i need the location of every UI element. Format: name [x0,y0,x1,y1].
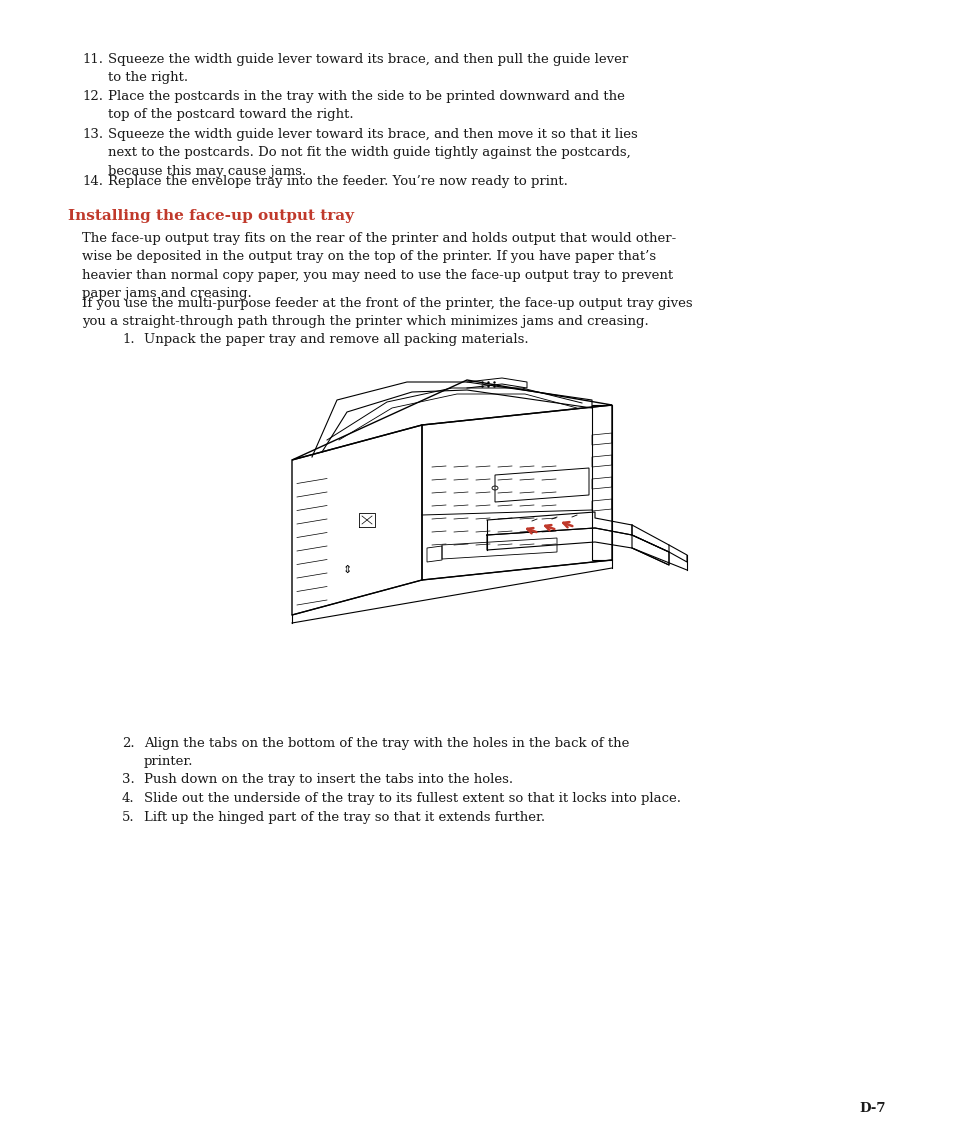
Text: Squeeze the width guide lever toward its brace, and then move it so that it lies: Squeeze the width guide lever toward its… [108,128,638,141]
Text: Align the tabs on the bottom of the tray with the holes in the back of the: Align the tabs on the bottom of the tray… [144,737,629,750]
Text: Lift up the hinged part of the tray so that it extends further.: Lift up the hinged part of the tray so t… [144,811,544,824]
Text: 14.: 14. [82,175,103,188]
Text: 11.: 11. [82,53,103,66]
Text: you a straight-through path through the printer which minimizes jams and creasin: you a straight-through path through the … [82,316,648,329]
Text: Unpack the paper tray and remove all packing materials.: Unpack the paper tray and remove all pac… [144,333,528,346]
Text: 4.: 4. [122,792,134,805]
Text: paper jams and creasing.: paper jams and creasing. [82,287,252,300]
Text: 3.: 3. [122,773,134,785]
Text: D-7: D-7 [859,1101,885,1115]
Text: Push down on the tray to insert the tabs into the holes.: Push down on the tray to insert the tabs… [144,773,513,785]
Text: top of the postcard toward the right.: top of the postcard toward the right. [108,109,354,121]
Text: 5.: 5. [122,811,134,824]
Text: heavier than normal copy paper, you may need to use the face-up output tray to p: heavier than normal copy paper, you may … [82,269,673,282]
Text: ⇕: ⇕ [342,564,352,575]
Text: wise be deposited in the output tray on the top of the printer. If you have pape: wise be deposited in the output tray on … [82,251,656,263]
Text: 2.: 2. [122,737,134,750]
Text: Replace the envelope tray into the feeder. You’re now ready to print.: Replace the envelope tray into the feede… [108,175,567,188]
Text: Squeeze the width guide lever toward its brace, and then pull the guide lever: Squeeze the width guide lever toward its… [108,53,628,66]
Text: 13.: 13. [82,128,103,141]
Text: The face-up output tray fits on the rear of the printer and holds output that wo: The face-up output tray fits on the rear… [82,232,676,245]
Text: If you use the multi-purpose feeder at the front of the printer, the face-up out: If you use the multi-purpose feeder at t… [82,297,692,310]
Text: to the right.: to the right. [108,71,188,85]
Text: Installing the face-up output tray: Installing the face-up output tray [68,210,354,223]
Text: 12.: 12. [82,90,103,103]
Text: next to the postcards. Do not fit the width guide tightly against the postcards,: next to the postcards. Do not fit the wi… [108,147,630,159]
Text: because this may cause jams.: because this may cause jams. [108,165,306,177]
Text: 1.: 1. [122,333,134,346]
Text: printer.: printer. [144,756,193,768]
Text: Place the postcards in the tray with the side to be printed downward and the: Place the postcards in the tray with the… [108,90,624,103]
Text: Slide out the underside of the tray to its fullest extent so that it locks into : Slide out the underside of the tray to i… [144,792,680,805]
